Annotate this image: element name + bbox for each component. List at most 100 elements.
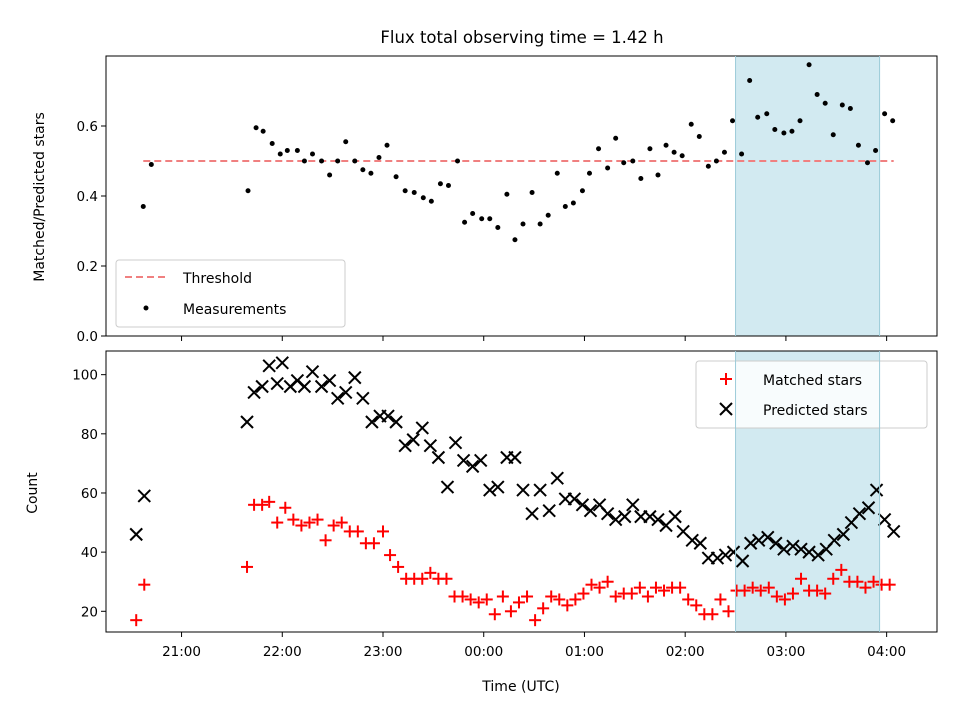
predicted-point [431,450,446,465]
matched-point [819,587,832,600]
matched-point [335,516,348,529]
matched-point [256,498,269,511]
matched-point [682,593,695,606]
matched-point [738,584,751,597]
bottom-ylabel: Count [25,472,41,514]
predicted-point [852,506,867,521]
matched-point [241,560,254,573]
legend-predicted-label: Predicted stars [763,403,868,419]
matched-point [295,519,308,532]
matched-point [762,581,775,594]
matched-point [521,590,534,603]
predicted-point [322,373,337,388]
predicted-point [608,512,623,527]
predicted-point [777,542,791,556]
matched-point [746,581,759,594]
matched-point [504,605,517,618]
matched-point [569,593,582,606]
measurement-point [747,78,753,83]
predicted-point [861,501,876,515]
measurement-point [284,148,290,153]
matched-point [786,587,799,600]
measurement-point [713,158,719,164]
matched-point [392,560,405,573]
measurement-point [384,142,390,148]
predicted-point [415,421,429,435]
measurement-point [847,106,853,111]
measurement-point [411,190,417,195]
matched-point [456,590,469,603]
bottom-legend: Matched stars Predicted stars [695,360,928,429]
measurement-point [479,216,485,222]
bottom-xtick-label: 01:00 [565,644,604,660]
measurement-point [830,132,836,138]
predicted-point [877,512,892,527]
measurement-point [596,146,602,152]
predicted-point [381,409,395,423]
matched-point [440,572,453,585]
predicted-point [491,480,505,494]
predicted-point [542,504,556,518]
measurement-point [445,183,451,188]
matched-point [770,590,783,603]
predicted-point [567,492,582,506]
predicted-point [811,548,825,562]
matched-point [883,578,896,591]
legend-matched-label: Matched stars [763,373,862,389]
matched-point [835,563,848,576]
matched-point [384,549,397,562]
matched-point [561,599,574,612]
predicted-point [794,542,808,556]
measurement-point [253,125,259,131]
predicted-point [525,506,539,521]
measurement-point [520,221,526,227]
matched-point [130,614,143,627]
measurement-point [148,162,154,167]
matched-point [367,537,380,550]
measurement-point [462,219,468,225]
bottom-ytick-label: 80 [81,427,98,443]
measurement-point [579,188,585,194]
measurement-point [730,118,736,124]
matched-point [271,516,284,529]
matched-point [811,584,824,597]
predicted-point [129,527,143,542]
measurement-point [647,146,653,152]
measurement-point [309,151,315,157]
predicted-point [247,385,261,400]
bottom-xtick-label: 00:00 [464,644,503,660]
predicted-point [886,524,901,539]
measurement-point [360,167,366,173]
matched-point [537,602,550,615]
matched-point [601,575,614,588]
bottom-ytick-label: 40 [81,545,98,561]
measurement-point [327,172,333,178]
predicted-point [626,498,640,512]
matched-point [553,593,566,606]
predicted-point [406,433,420,447]
predicted-point [255,379,269,394]
predicted-point [761,530,775,545]
measurement-point [352,158,358,164]
predicted-point [297,379,312,394]
predicted-point [240,415,254,429]
measurement-point [140,204,146,209]
measurement-point [554,170,560,176]
predicted-point [600,506,615,521]
top-ylabel: Matched/Predicted stars [32,112,48,282]
legend-predicted-swatch [719,402,733,416]
measurement-point [864,160,870,166]
measurement-point [890,118,896,124]
measurement-point [663,142,669,148]
measurement-point [671,149,677,155]
predicted-point [836,527,851,542]
predicted-point [473,453,488,468]
measurement-point [376,155,382,160]
measurement-point [437,181,443,187]
predicted-point [465,459,480,474]
matched-point [577,587,590,600]
matched-point [529,614,542,627]
bottom-ytick-label: 20 [81,604,98,620]
matched-point [472,596,485,609]
